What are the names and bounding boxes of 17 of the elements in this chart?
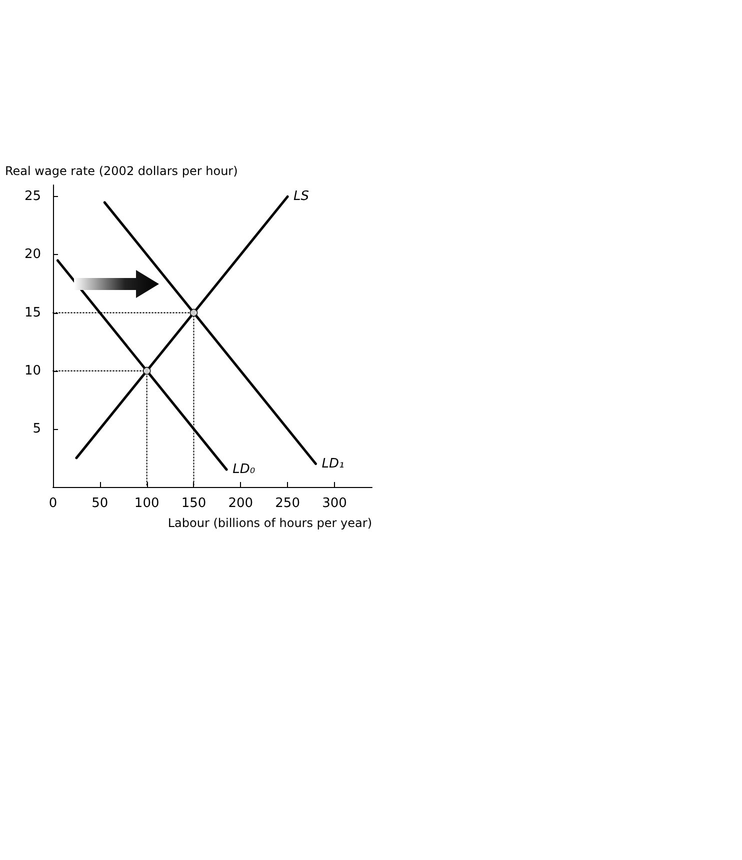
series-label: LS — [294, 189, 310, 204]
x-axis-title: Labour (billions of hours per year) — [168, 516, 372, 530]
y-tick-label: 5 — [32, 421, 41, 436]
x-tick-label: 300 — [322, 496, 347, 511]
x-tick-label: 0 — [48, 496, 58, 511]
x-tick-label: 100 — [134, 496, 160, 511]
y-tick-label: 20 — [24, 247, 41, 262]
series-label: LD₁ — [322, 456, 344, 472]
y-tick-label: 10 — [24, 363, 41, 378]
y-tick-label: 15 — [24, 305, 41, 320]
x-tick-label: 200 — [228, 496, 254, 511]
y-tick-label: 25 — [24, 189, 41, 204]
x-tick-label: 250 — [275, 496, 300, 511]
x-tick-label: 150 — [181, 496, 206, 511]
x-tick-label: 50 — [92, 496, 108, 511]
y-axis-title: Real wage rate (2002 dollars per hour) — [5, 164, 238, 178]
series-label: LD₀ — [232, 462, 256, 478]
